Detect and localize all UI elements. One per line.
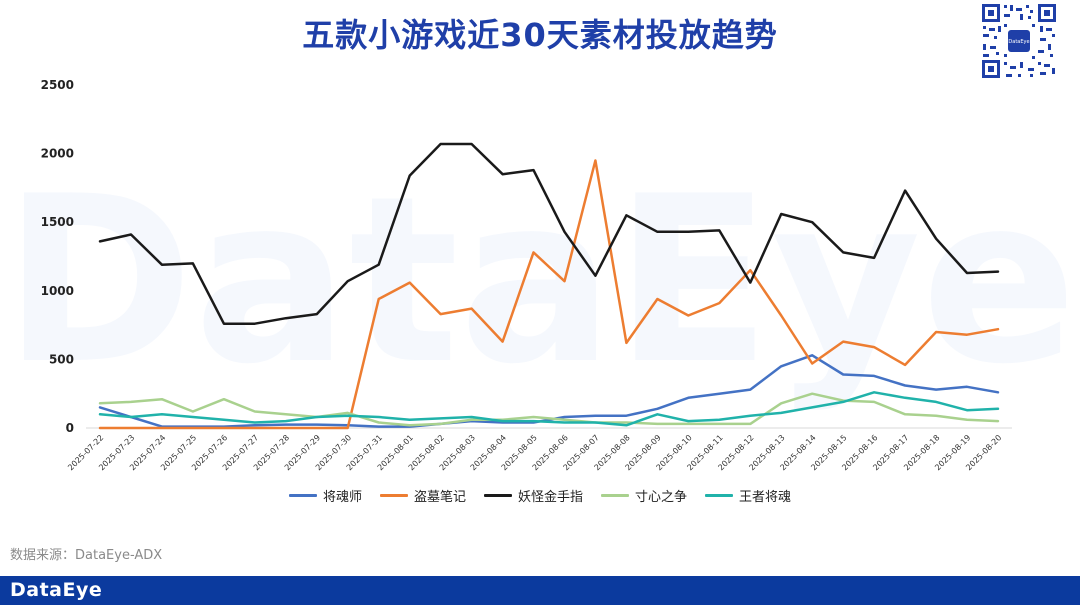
series-line-0: [98, 354, 1000, 428]
legend-label: 王者将魂: [739, 490, 792, 505]
legend-item: 盗墓笔记: [379, 486, 466, 505]
legend-item: 将魂师: [288, 486, 362, 505]
series-line-1: [98, 159, 1000, 430]
series-line-4: [98, 391, 1000, 427]
legend-swatch: [379, 494, 408, 497]
legend-swatch: [705, 494, 734, 497]
legend-swatch: [483, 494, 512, 497]
y-tick-label: 1000: [41, 284, 74, 298]
y-tick-label: 2000: [41, 147, 74, 161]
series-line-2: [98, 142, 1000, 325]
legend: 将魂师 盗墓笔记 妖怪金手指 寸心之争 王者将魂: [0, 486, 1080, 505]
legend-swatch: [601, 494, 629, 497]
data-source-note: 数据来源：DataEye-ADX: [10, 548, 163, 563]
legend-swatch: [288, 494, 317, 497]
legend-item: 寸心之争: [601, 486, 687, 505]
legend-label: 盗墓笔记: [413, 490, 466, 505]
chart-title: 五款小游戏近30天素材投放趋势: [302, 16, 778, 54]
y-tick-label: 1500: [41, 215, 74, 229]
qr-code-icon: DataEye: [980, 2, 1058, 80]
y-tick-label: 500: [49, 352, 74, 366]
qr-center-label: DataEye: [1008, 39, 1029, 45]
y-tick-label: 0: [66, 421, 74, 435]
watermark: DataEye: [3, 148, 1077, 415]
legend-item: 妖怪金手指: [483, 486, 583, 505]
legend-label: 将魂师: [322, 490, 362, 505]
footer-logo: DataEye: [10, 579, 103, 601]
y-tick-label: 2500: [41, 78, 74, 92]
line-chart: DataEye 050010001500200025002025-07-2220…: [3, 78, 1077, 472]
legend-label: 妖怪金手指: [517, 490, 583, 505]
legend-item: 王者将魂: [705, 486, 791, 505]
footer-bar: DataEye: [0, 576, 1080, 605]
legend-label: 寸心之争: [635, 490, 688, 505]
